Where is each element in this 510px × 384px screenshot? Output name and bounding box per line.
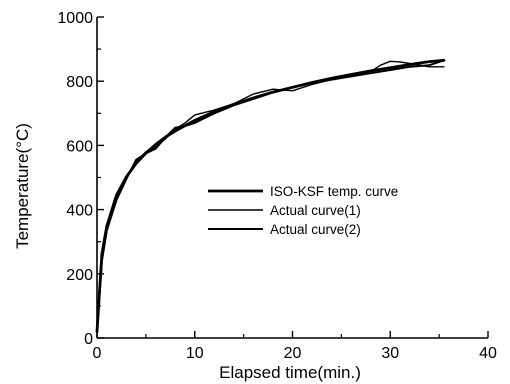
series-lines: [95, 58, 446, 334]
legend: ISO-KSF temp. curve Actual curve(1) Actual…: [208, 184, 398, 237]
y-tick-label: 0: [84, 331, 93, 348]
y-tick-label: 800: [66, 74, 93, 91]
y-axis-label: Temperature(°C): [13, 123, 32, 249]
x-tick-label: 30: [381, 345, 399, 362]
legend-label-3: Actual curve(2): [270, 222, 361, 237]
x-tick-label: 20: [284, 345, 302, 362]
y-tick-label: 600: [66, 138, 93, 155]
series-line-3: [96, 59, 445, 333]
y-tick-label: 200: [66, 267, 93, 284]
x-tick-label: 10: [186, 345, 204, 362]
x-tick-label: 40: [479, 345, 497, 362]
legend-label-1: ISO-KSF temp. curve: [270, 184, 398, 199]
x-axis-label: Elapsed time(min.): [219, 363, 361, 382]
x-tick-label: 0: [93, 345, 102, 362]
y-tick-label: 400: [66, 203, 93, 220]
y-tick-label: 1000: [57, 10, 93, 27]
legend-label-2: Actual curve(1): [270, 203, 361, 218]
